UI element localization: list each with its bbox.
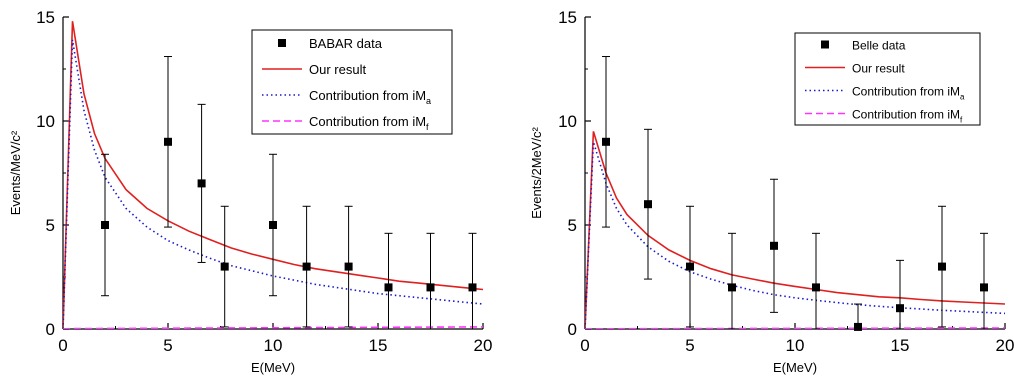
legend-label-text: Contribution from iM bbox=[852, 108, 960, 122]
x-tick-label: 10 bbox=[786, 336, 805, 355]
y-tick-label: 5 bbox=[568, 216, 577, 235]
legend-label-text: Our result bbox=[852, 62, 905, 76]
x-tick-label: 15 bbox=[891, 336, 910, 355]
legend-label-subscript: f bbox=[426, 122, 429, 132]
legend-label-subscript: f bbox=[960, 116, 963, 125]
y-tick-label: 15 bbox=[558, 8, 577, 27]
data-point bbox=[384, 283, 393, 292]
x-tick-label: 5 bbox=[685, 336, 694, 355]
data-point bbox=[269, 221, 277, 229]
data-point bbox=[812, 283, 820, 292]
data-point bbox=[602, 137, 610, 146]
data-point bbox=[344, 262, 353, 271]
legend-label-2: Contribution from iMa bbox=[309, 88, 431, 106]
series-line-im-a bbox=[585, 141, 1005, 329]
legend-marker-data bbox=[278, 39, 286, 47]
y-tick-label: 0 bbox=[568, 320, 577, 339]
data-point bbox=[854, 322, 862, 331]
series-line-our-result bbox=[63, 21, 483, 329]
legend-label-3: Contribution from iMf bbox=[309, 114, 429, 132]
x-axis-label: E(MeV) bbox=[251, 360, 295, 375]
x-axis-label: E(MeV) bbox=[773, 360, 817, 375]
series-line-im-f bbox=[63, 326, 483, 329]
legend-label-text: Contribution from iM bbox=[309, 114, 426, 129]
legend-label-subscript: a bbox=[426, 96, 431, 106]
legend-label-1: Our result bbox=[309, 62, 366, 77]
x-tick-label: 5 bbox=[163, 336, 172, 355]
data-point bbox=[770, 241, 778, 250]
legend-label-0: BABAR data bbox=[309, 36, 383, 51]
x-tick-label: 0 bbox=[580, 336, 589, 355]
legend-label-text: Contribution from iM bbox=[852, 85, 960, 99]
data-point bbox=[164, 137, 172, 146]
legend-box bbox=[251, 29, 453, 135]
data-point bbox=[686, 262, 694, 271]
data-point bbox=[728, 283, 736, 292]
legend-label-1: Our result bbox=[852, 62, 905, 76]
data-point bbox=[644, 200, 652, 209]
legend-label-subscript: a bbox=[960, 93, 965, 102]
chart-babar: 0 5 10 15 20 0 5 10 15 E(MeV) Events/MeV/c² BABAR d… bbox=[8, 8, 492, 375]
data-point bbox=[220, 262, 229, 271]
x-tick-label: 0 bbox=[58, 336, 67, 355]
y-tick-label: 15 bbox=[36, 8, 55, 27]
y-axis-label: Events/MeV/c² bbox=[8, 130, 23, 215]
x-tick-label: 20 bbox=[474, 336, 493, 355]
legend-label-text: BABAR data bbox=[309, 36, 383, 51]
data-point bbox=[938, 262, 946, 271]
y-tick-label: 10 bbox=[36, 112, 55, 131]
data-point bbox=[302, 262, 311, 271]
legend-label-text: Contribution from iM bbox=[309, 88, 426, 103]
x-tick-label: 15 bbox=[369, 336, 388, 355]
legend-label-3: Contribution from iMf bbox=[852, 108, 963, 125]
y-tick-label: 10 bbox=[558, 112, 577, 131]
legend-label-text: Our result bbox=[309, 62, 366, 77]
data-point bbox=[468, 283, 477, 292]
x-tick-label: 20 bbox=[996, 336, 1014, 355]
legend: Belle data Our result Contribution from iM… bbox=[794, 32, 981, 126]
data-point bbox=[101, 221, 109, 229]
y-axis-label: Events/2MeV/c² bbox=[529, 126, 544, 218]
data-point bbox=[980, 283, 988, 292]
legend-label-0: Belle data bbox=[852, 39, 906, 53]
legend-label-text: Belle data bbox=[852, 39, 906, 53]
data-point bbox=[896, 304, 904, 313]
legend: BABAR data Our result Contribution from iM… bbox=[251, 29, 453, 135]
legend-marker-data bbox=[821, 40, 829, 49]
y-tick-label: 5 bbox=[46, 216, 55, 235]
data-point bbox=[197, 179, 206, 188]
x-tick-label: 10 bbox=[264, 336, 283, 355]
series-line-im-f bbox=[585, 327, 1005, 329]
legend-label-2: Contribution from iMa bbox=[852, 85, 965, 102]
y-tick-label: 0 bbox=[46, 320, 55, 339]
data-point bbox=[426, 283, 435, 292]
chart-belle: 0 5 10 15 20 0 5 10 15 E(MeV) Events/2MeV/c² Belle … bbox=[529, 8, 1014, 375]
